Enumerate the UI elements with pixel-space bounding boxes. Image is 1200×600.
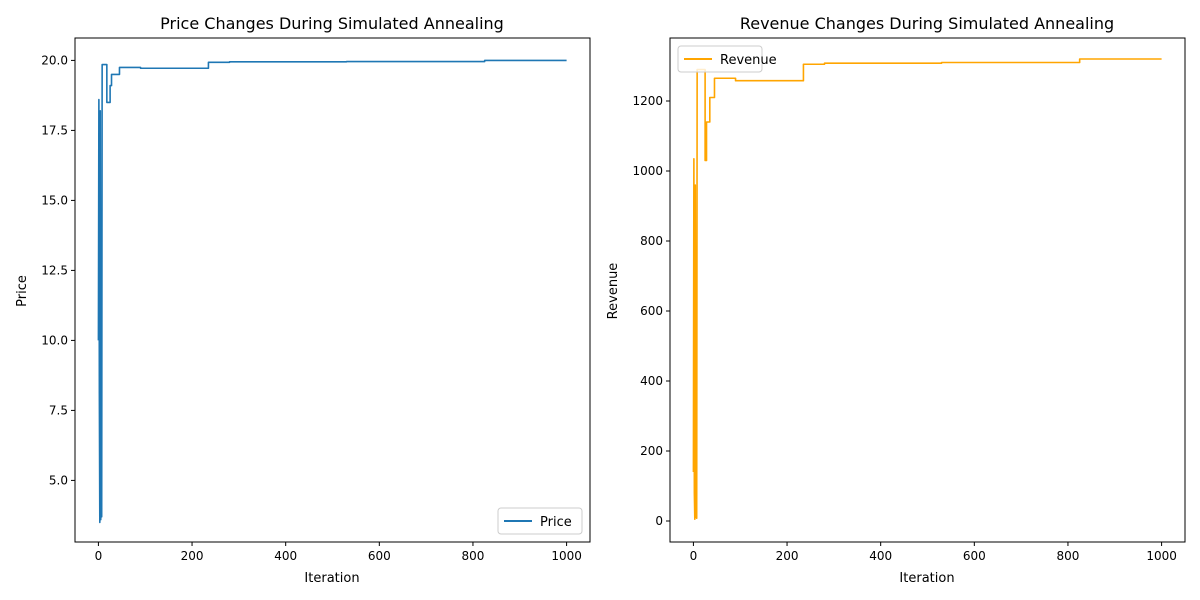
price-chart-title: Price Changes During Simulated Annealing <box>160 14 504 33</box>
price-y-tick-label: 5.0 <box>49 473 68 487</box>
revenue-y-tick-label: 1200 <box>632 94 663 108</box>
price-y-tick-label: 10.0 <box>41 333 68 347</box>
revenue-y-tick-label: 600 <box>640 304 663 318</box>
price-series-line <box>97 59 567 524</box>
revenue-y-tick-label: 400 <box>640 374 663 388</box>
price-x-tick-label: 800 <box>462 549 485 563</box>
revenue-chart-title: Revenue Changes During Simulated Anneali… <box>740 14 1114 33</box>
price-y-tick-label: 17.5 <box>41 123 68 137</box>
revenue-legend-label: Revenue <box>720 53 777 68</box>
price-legend-box <box>497 507 583 535</box>
revenue-y-axis-label: Revenue <box>606 263 621 320</box>
price-x-tick-label: 600 <box>368 549 391 563</box>
revenue-y-tick-label: 800 <box>640 234 663 248</box>
revenue-x-tick-label: 0 <box>690 549 698 563</box>
price-chart: Price Changes During Simulated Annealing… <box>15 14 591 586</box>
revenue-x-tick-label: 600 <box>963 549 986 563</box>
price-x-tick-label: 0 <box>95 549 103 563</box>
price-plot-area <box>97 59 567 524</box>
price-y-axis-label: Price <box>15 275 30 307</box>
revenue-x-tick-label: 400 <box>869 549 892 563</box>
revenue-y-tick-label: 200 <box>640 444 663 458</box>
price-x-axis-label: Iteration <box>304 571 359 586</box>
revenue-x-tick-label: 800 <box>1057 549 1080 563</box>
price-ticks: 0 200 400 600 800 1000 5.0 7.5 10.0 12.5 15.0 17.5 2… <box>41 53 582 563</box>
price-legend-label: Price <box>540 515 572 530</box>
revenue-x-axis-label: Iteration <box>899 571 954 586</box>
price-y-tick-label: 7.5 <box>49 403 68 417</box>
revenue-series-line <box>692 58 1162 521</box>
price-axes-frame <box>74 37 591 543</box>
revenue-x-tick-label: 200 <box>776 549 799 563</box>
price-x-tick-label: 1000 <box>551 549 582 563</box>
revenue-ticks: 0 200 400 600 800 1000 0 200 400 600 800 1000 1200 <box>632 94 1176 563</box>
revenue-legend: Revenue <box>677 45 777 73</box>
revenue-x-tick-label: 1000 <box>1146 549 1177 563</box>
price-y-tick-label: 15.0 <box>41 193 68 207</box>
price-y-tick-label: 20.0 <box>41 53 68 67</box>
revenue-y-tick-label: 1000 <box>632 164 663 178</box>
price-legend: Price <box>497 507 583 535</box>
price-x-tick-label: 200 <box>181 549 204 563</box>
revenue-plot-area <box>692 58 1162 521</box>
price-y-tick-label: 12.5 <box>41 263 68 277</box>
revenue-legend-box <box>677 45 763 73</box>
revenue-chart: Revenue Changes During Simulated Anneali… <box>606 14 1186 586</box>
revenue-y-tick-label: 0 <box>655 514 663 528</box>
price-x-tick-label: 400 <box>274 549 297 563</box>
revenue-axes-frame <box>669 37 1186 543</box>
